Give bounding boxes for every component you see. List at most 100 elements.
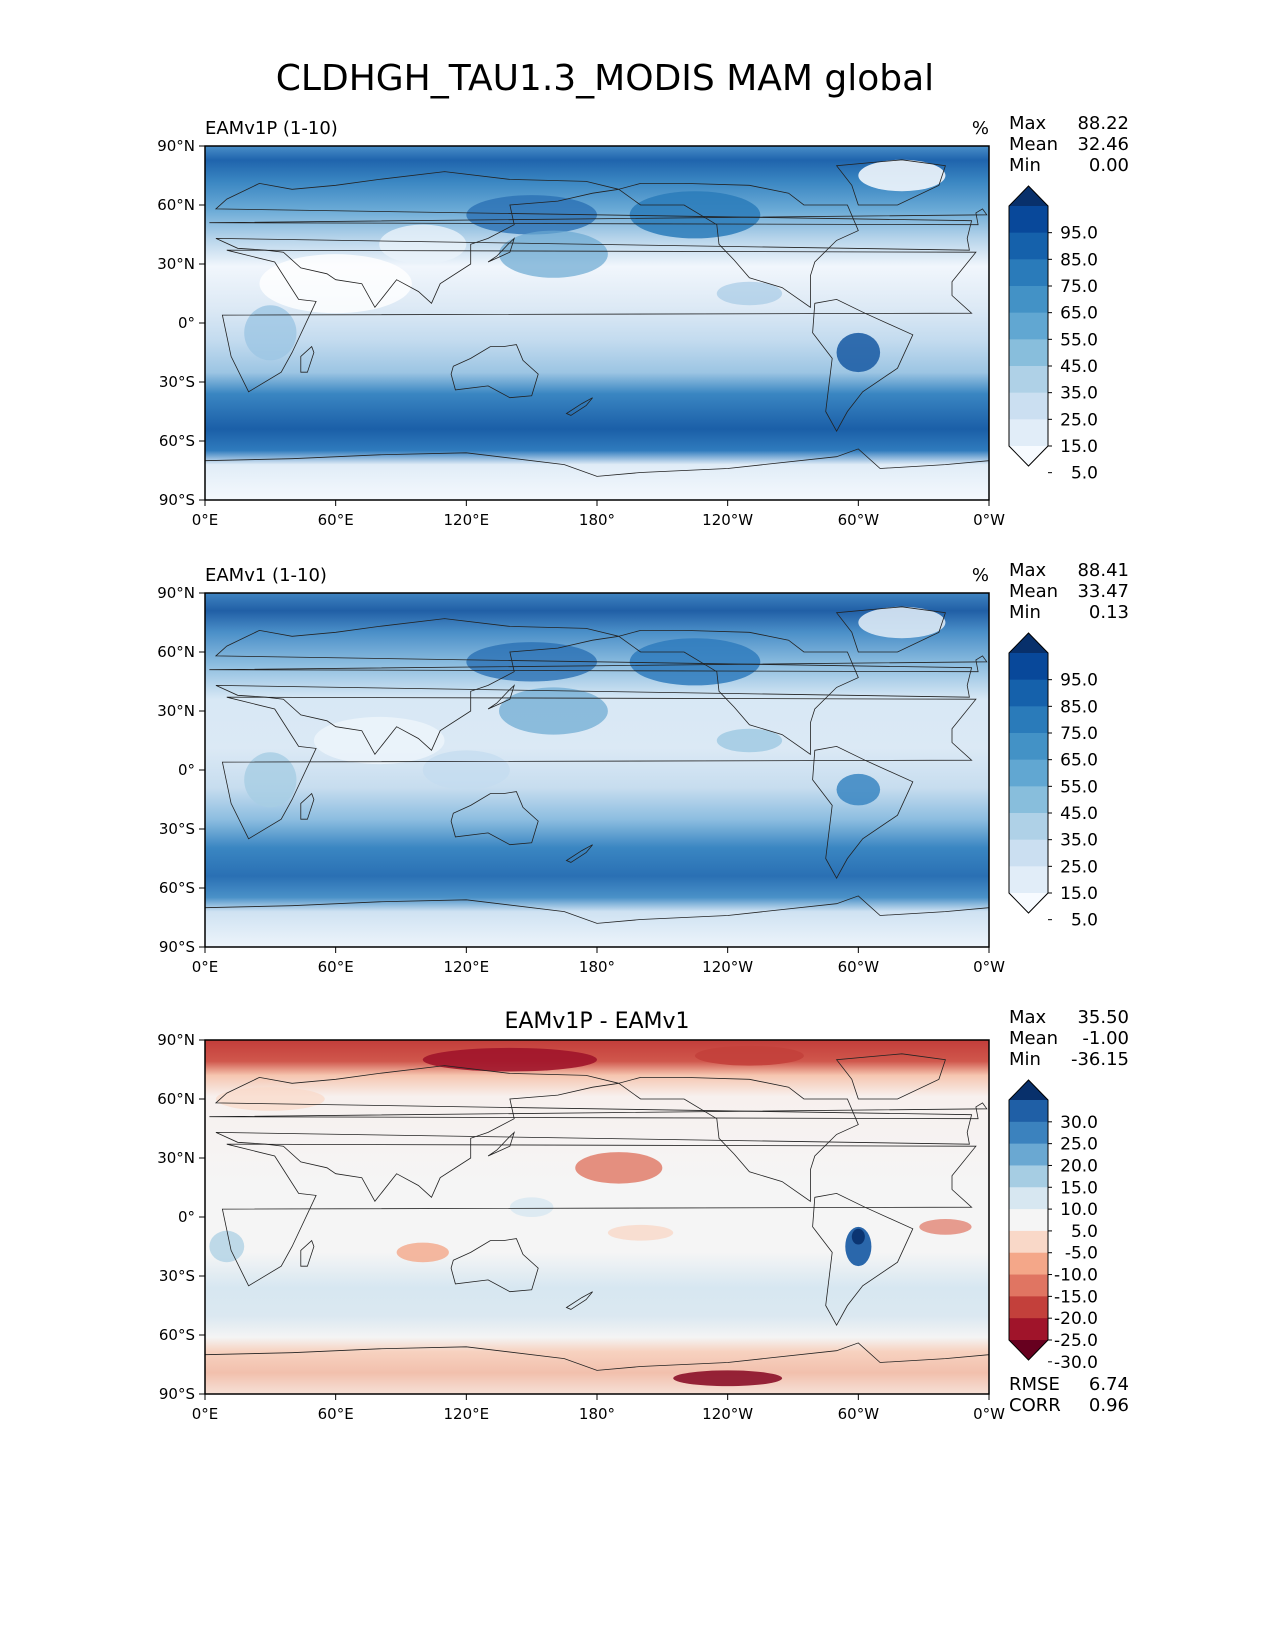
contour-blob: [851, 1228, 865, 1245]
lat-tick-label: 60°N: [157, 643, 195, 661]
lat-tick-label: 90°S: [159, 1385, 195, 1403]
colorbar-segment: [1009, 1230, 1048, 1254]
colorbar-label: -15.0: [1054, 1287, 1098, 1307]
coastline: [209, 655, 988, 673]
lat-tick-label: 60°N: [157, 1090, 195, 1108]
coastline: [209, 208, 988, 226]
colorbar-segment: [1009, 1187, 1048, 1210]
colorbar-test: 95.0 85.0 75.0 65.0 55.0 45.0 35.0 25.0 15.0 5.0: [1008, 185, 1098, 484]
colorbar-label: 30.0: [1060, 1113, 1098, 1133]
coastline: [450, 344, 539, 399]
contour-blob: [673, 1370, 783, 1387]
lon-tick-label: 120°E: [444, 511, 490, 529]
coastline: [812, 1192, 914, 1327]
colorbar-label: -25.0: [1054, 1331, 1098, 1351]
colorbar-segment: [1009, 866, 1048, 894]
colorbar-extend-min: [1009, 893, 1048, 913]
contour-blob: [716, 728, 783, 753]
colorbar-extend-max: [1009, 186, 1048, 206]
coastline: [835, 1053, 946, 1100]
lon-tick-label: 0°E: [192, 1405, 219, 1423]
contour-field: [205, 593, 989, 947]
colorbar-ref: 95.0 85.0 75.0 65.0 55.0 45.0 35.0 25.0 15.0 5.0: [1008, 632, 1098, 931]
stat-label: Min: [1009, 602, 1041, 623]
coastline: [450, 1238, 539, 1293]
coastline: [205, 448, 989, 500]
contour-blob: [695, 1045, 804, 1066]
contour-blob: [919, 1218, 972, 1235]
contour-field: [205, 146, 989, 500]
panel-left-title: EAMv1 (1-10): [205, 565, 327, 586]
contour-field: [205, 1040, 989, 1394]
stat-value: 35.50: [1077, 1007, 1129, 1028]
lon-tick-label: 0°W: [973, 958, 1005, 976]
contour-blob: [215, 1087, 325, 1111]
panel-diff: 90°N 60°N 30°N 0° 30°S 60°S 90°S 0°E 60°E 120°E 18…: [157, 1007, 1129, 1423]
stat-value: 0.00: [1089, 155, 1129, 176]
panel-left-title: EAMv1P (1-10): [205, 118, 338, 139]
coastline: [812, 298, 914, 433]
colorbar-label: 10.0: [1060, 1200, 1098, 1220]
contour-blob: [629, 638, 761, 686]
colorbar-extend-max: [1009, 1080, 1048, 1100]
colorbar-label: 55.0: [1060, 777, 1098, 797]
colorbar-label: 95.0: [1060, 224, 1098, 244]
colorbar-label: 25.0: [1060, 1135, 1098, 1155]
coastline: [487, 684, 516, 710]
colorbar-label: 45.0: [1060, 804, 1098, 824]
lat-tick-label: 60°N: [157, 196, 195, 214]
colorbar-label: 25.0: [1060, 857, 1098, 877]
coastlines: [205, 1053, 989, 1394]
coastline: [565, 844, 593, 863]
lon-tick-label: 120°W: [702, 958, 753, 976]
coastline: [835, 159, 946, 206]
contour-blob: [466, 195, 597, 235]
lon-tick-label: 60°E: [318, 511, 354, 529]
colorbar-label: 15.0: [1060, 884, 1098, 904]
coastline: [221, 1143, 977, 1287]
lon-tick-label: 60°E: [318, 958, 354, 976]
coastline: [221, 249, 977, 393]
colorbar-label: -5.0: [1065, 1244, 1098, 1264]
contour-blob: [575, 1152, 663, 1184]
contour-blob: [836, 332, 881, 373]
colorbar-segment: [1009, 839, 1048, 867]
colorbar-segment: [1009, 206, 1048, 234]
coastlines: [205, 606, 989, 947]
contour-blob: [209, 1230, 245, 1263]
stat-value: 88.41: [1077, 560, 1129, 581]
colorbar-label: -20.0: [1054, 1309, 1098, 1329]
panel-ref: 90°N 60°N 30°N 0° 30°S 60°S 90°S 0°E 60°E 120°E 18…: [157, 560, 1129, 976]
contour-blob: [422, 1047, 597, 1072]
contour-blob: [379, 224, 467, 264]
lat-tick-label: 30°S: [159, 820, 195, 838]
colorbar-extend-min: [1009, 1340, 1048, 1360]
coastline: [565, 397, 593, 416]
coastline: [214, 171, 973, 309]
colorbar-segment: [1009, 232, 1048, 260]
stat-value: 88.22: [1077, 113, 1129, 134]
stat-value: 0.13: [1089, 602, 1129, 623]
colorbar-segment: [1009, 1274, 1048, 1297]
colorbar-extend-min: [1009, 446, 1048, 466]
contour-blob: [244, 305, 297, 361]
lon-tick-label: 0°E: [192, 958, 219, 976]
lon-tick-label: 180°: [579, 958, 615, 976]
colorbar-segment: [1009, 312, 1048, 340]
lon-tick-label: 0°E: [192, 511, 219, 529]
contour-blob: [629, 191, 761, 239]
lat-tick-label: 90°N: [157, 137, 195, 155]
footer-stat-value: 6.74: [1089, 1374, 1129, 1395]
contour-blob: [716, 281, 783, 306]
lon-tick-label: 60°E: [318, 1405, 354, 1423]
coastline: [565, 1291, 593, 1310]
lat-tick-label: 30°N: [157, 255, 195, 273]
lat-tick-label: 90°S: [159, 938, 195, 956]
colorbar-segment: [1009, 339, 1048, 367]
colorbar-segment: [1009, 679, 1048, 707]
colorbar-label: 85.0: [1060, 250, 1098, 270]
contour-blob: [858, 159, 946, 192]
panel-units: %: [972, 565, 989, 586]
coastline: [450, 791, 539, 846]
